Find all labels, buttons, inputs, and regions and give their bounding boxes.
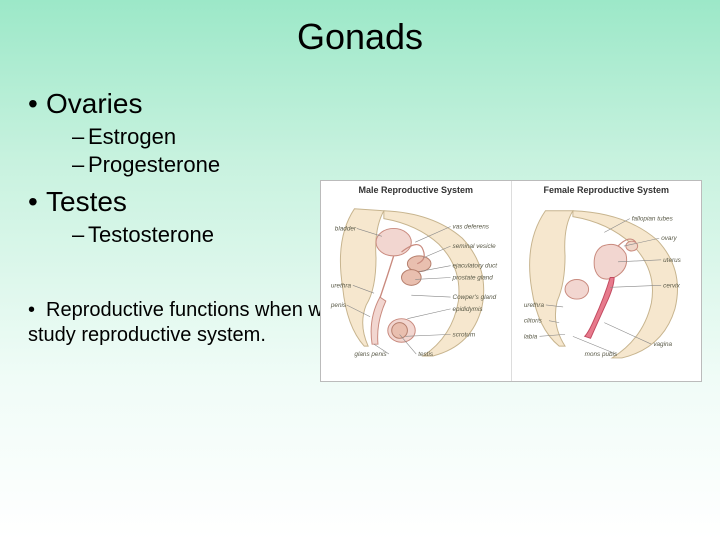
- svg-text:ovary: ovary: [661, 235, 677, 242]
- bullet-ovaries: •Ovaries: [28, 88, 348, 120]
- subbullet-progesterone: –Progesterone: [72, 152, 348, 178]
- svg-text:fallopian tubes: fallopian tubes: [631, 216, 673, 223]
- female-panel: Female Reproductive System fallopian tub…: [512, 181, 702, 381]
- svg-text:prostate gland: prostate gland: [452, 274, 494, 281]
- svg-text:cervix: cervix: [663, 282, 680, 289]
- subbullet-testosterone: –Testosterone: [72, 222, 348, 248]
- svg-text:bladder: bladder: [335, 225, 357, 232]
- svg-text:urethra: urethra: [331, 282, 352, 289]
- svg-text:ejaculatory duct: ejaculatory duct: [453, 263, 498, 270]
- note-text: Reproductive functions when we study rep…: [28, 299, 334, 346]
- svg-text:clitoris: clitoris: [523, 318, 542, 325]
- female-anatomy-svg: fallopian tubes ovary uterus cervix urethra c…: [516, 199, 697, 371]
- svg-text:mons pubis: mons pubis: [584, 351, 617, 358]
- svg-text:glans penis: glans penis: [354, 351, 387, 358]
- svg-text:vas deferens: vas deferens: [453, 223, 490, 230]
- anatomy-figure: Male Reproductive System bladder urethra p…: [320, 180, 702, 382]
- svg-text:epididymis: epididymis: [453, 306, 484, 313]
- bullet-testes: •Testes: [28, 186, 348, 218]
- bullet-dot-icon: •: [28, 186, 46, 218]
- content-column: •Ovaries –Estrogen –Progesterone •Testes…: [28, 80, 348, 348]
- subbullet-estrogen: –Estrogen: [72, 124, 348, 150]
- female-panel-title: Female Reproductive System: [512, 185, 702, 195]
- subbullet-testosterone-label: Testosterone: [88, 222, 214, 247]
- svg-text:urethra: urethra: [523, 302, 544, 309]
- svg-text:Cowper's gland: Cowper's gland: [453, 294, 497, 301]
- male-panel-title: Male Reproductive System: [321, 185, 511, 195]
- slide-title: Gonads: [0, 16, 720, 58]
- bullet-testes-label: Testes: [46, 186, 127, 217]
- svg-text:labia: labia: [523, 333, 537, 340]
- svg-text:penis: penis: [330, 302, 347, 309]
- svg-text:uterus: uterus: [663, 257, 681, 264]
- dash-icon: –: [72, 222, 88, 248]
- bullet-dot-icon: •: [28, 298, 46, 323]
- dash-icon: –: [72, 124, 88, 150]
- svg-text:vagina: vagina: [653, 341, 672, 348]
- note-line: •Reproductive functions when we study re…: [28, 298, 348, 348]
- bullet-ovaries-label: Ovaries: [46, 88, 142, 119]
- svg-text:seminal vesicle: seminal vesicle: [453, 243, 497, 250]
- male-anatomy-svg: bladder urethra penis glans penis vas defere…: [325, 199, 506, 371]
- subbullet-estrogen-label: Estrogen: [88, 124, 176, 149]
- bullet-dot-icon: •: [28, 88, 46, 120]
- subbullet-progesterone-label: Progesterone: [88, 152, 220, 177]
- svg-text:scrotum: scrotum: [453, 331, 476, 338]
- male-panel: Male Reproductive System bladder urethra p…: [321, 181, 512, 381]
- svg-text:testis: testis: [418, 351, 434, 358]
- dash-icon: –: [72, 152, 88, 178]
